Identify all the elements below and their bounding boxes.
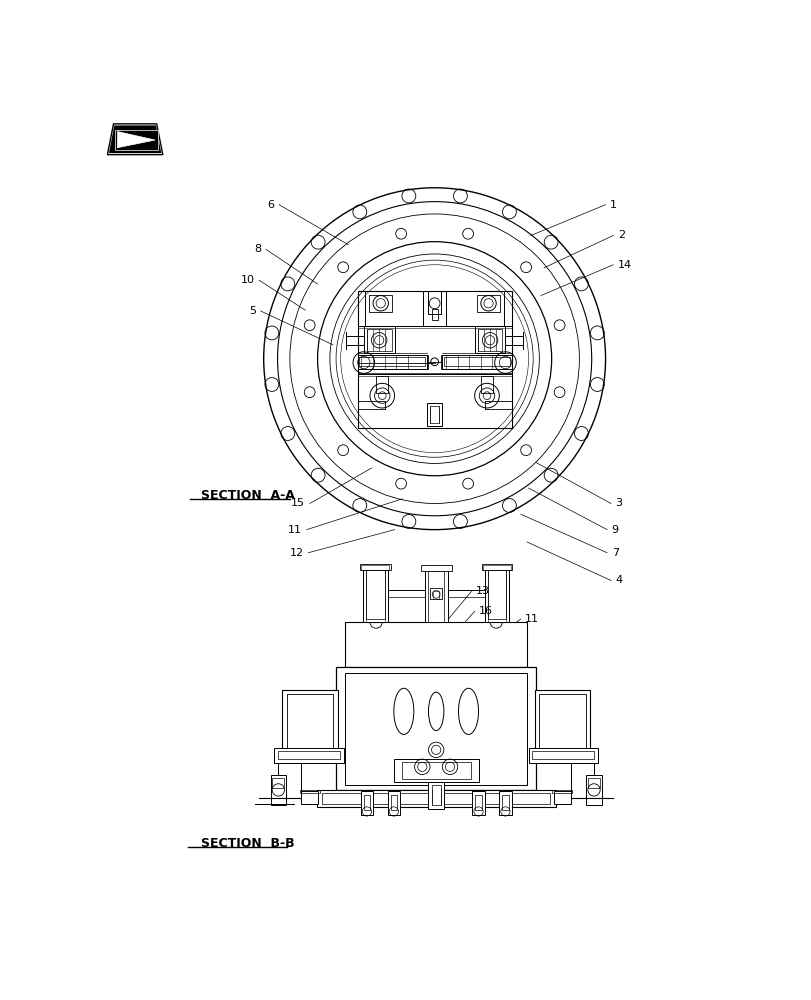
Bar <box>274 748 343 763</box>
Bar <box>369 295 392 312</box>
Text: 12: 12 <box>290 548 303 558</box>
Bar <box>286 694 333 754</box>
Polygon shape <box>109 125 161 153</box>
Polygon shape <box>115 130 158 150</box>
Bar <box>534 690 590 759</box>
Text: 14: 14 <box>617 260 631 270</box>
Bar <box>299 790 320 793</box>
Bar <box>551 790 572 793</box>
Text: 16: 16 <box>478 606 492 616</box>
Bar <box>442 355 511 369</box>
Bar <box>363 326 394 353</box>
Text: 8: 8 <box>254 244 261 254</box>
Bar <box>487 570 505 619</box>
Text: 2: 2 <box>617 231 624 240</box>
Bar <box>587 778 599 788</box>
Text: SECTION  A-A: SECTION A-A <box>201 489 295 502</box>
Bar <box>428 782 444 809</box>
Polygon shape <box>107 124 163 155</box>
Bar <box>570 763 594 798</box>
Bar <box>475 795 481 810</box>
Bar <box>357 355 427 369</box>
Bar <box>424 568 447 622</box>
Bar <box>553 791 570 804</box>
Bar <box>366 570 384 619</box>
Bar <box>357 291 511 428</box>
Bar <box>363 795 370 810</box>
Bar <box>278 751 340 759</box>
Bar <box>432 591 439 599</box>
Bar <box>270 774 285 805</box>
Bar <box>483 565 510 570</box>
Bar <box>427 403 442 426</box>
Bar <box>375 376 388 393</box>
Bar <box>472 791 484 815</box>
Bar <box>301 791 318 804</box>
Bar <box>474 326 504 353</box>
Bar <box>393 759 478 782</box>
Text: 6: 6 <box>267 200 274 210</box>
Bar <box>420 565 451 571</box>
Text: 15: 15 <box>291 498 305 508</box>
Bar <box>272 778 284 788</box>
Bar <box>361 565 388 570</box>
Bar <box>532 751 594 759</box>
Bar <box>365 291 423 326</box>
Text: 4: 4 <box>615 575 622 585</box>
Bar <box>586 774 601 805</box>
Bar <box>484 567 508 622</box>
Text: 10: 10 <box>240 275 254 285</box>
Text: 1: 1 <box>609 200 616 210</box>
Text: 13: 13 <box>475 586 489 596</box>
Text: 11: 11 <box>524 614 538 624</box>
Bar <box>322 793 550 804</box>
Bar <box>345 622 526 667</box>
Bar <box>502 795 508 810</box>
Text: 3: 3 <box>615 498 622 508</box>
Bar <box>430 406 439 423</box>
Bar <box>401 762 470 779</box>
Polygon shape <box>118 132 155 148</box>
Bar <box>428 571 444 622</box>
Bar <box>528 748 597 763</box>
Bar <box>363 567 387 622</box>
Bar <box>390 795 397 810</box>
Bar <box>278 763 301 798</box>
Bar <box>481 564 512 570</box>
Bar <box>336 667 535 790</box>
Bar <box>431 309 437 320</box>
Bar <box>367 329 391 351</box>
Text: 11: 11 <box>288 525 302 535</box>
Bar <box>359 564 390 570</box>
Circle shape <box>317 242 551 476</box>
Bar <box>480 376 492 393</box>
Text: SECTION  B-B: SECTION B-B <box>200 837 294 850</box>
Bar <box>476 295 500 312</box>
Bar <box>445 291 504 326</box>
Bar <box>428 291 440 314</box>
Text: 7: 7 <box>611 548 618 558</box>
Text: 9: 9 <box>611 525 618 535</box>
Bar <box>539 694 585 754</box>
Bar <box>499 791 511 815</box>
Bar <box>345 673 526 785</box>
Text: 5: 5 <box>249 306 255 316</box>
Bar <box>444 357 509 366</box>
Bar <box>316 790 555 807</box>
Bar <box>431 785 440 805</box>
Bar <box>387 791 400 815</box>
Bar <box>282 690 337 759</box>
Bar <box>477 329 502 351</box>
Bar <box>430 588 442 599</box>
Circle shape <box>264 188 605 530</box>
Bar <box>358 357 425 366</box>
Bar <box>360 791 372 815</box>
